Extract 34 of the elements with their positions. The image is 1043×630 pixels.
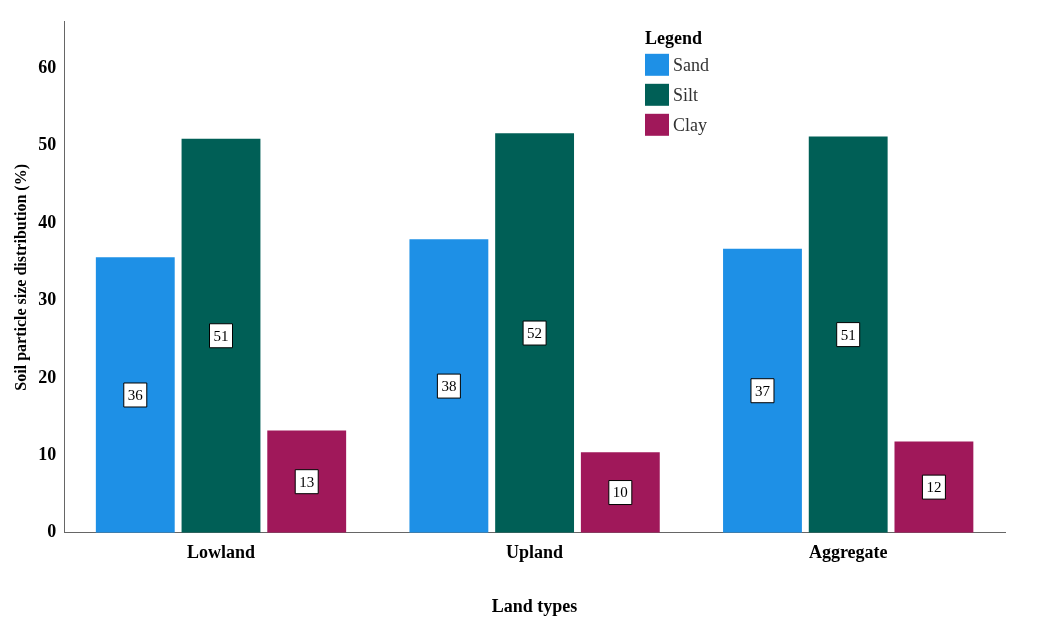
y-tick-label: 20 [38, 366, 57, 387]
y-tick-label: 50 [38, 134, 57, 155]
bar [808, 136, 888, 533]
bar [495, 133, 575, 533]
y-tick-label: 0 [47, 521, 57, 542]
data-label: 38 [441, 378, 457, 395]
x-tick-label: Upland [506, 542, 564, 563]
x-axis-title: Land types [491, 595, 578, 616]
y-axis-title: Soil particle size distribution (%) [11, 163, 30, 391]
data-label: 51 [840, 326, 856, 343]
y-tick-label: 10 [38, 444, 57, 465]
data-label: 10 [612, 484, 628, 501]
data-label: 52 [527, 324, 543, 341]
data-label: 51 [213, 327, 229, 344]
y-tick-label: 30 [38, 289, 57, 310]
bar [267, 430, 347, 533]
legend-title: Legend [645, 28, 703, 49]
x-tick-label: Aggregate [808, 542, 888, 563]
x-tick-label: Lowland [186, 542, 256, 563]
data-label: 12 [926, 479, 942, 496]
legend-label: Clay [673, 114, 707, 135]
data-label: 37 [754, 382, 771, 399]
bar [723, 248, 802, 533]
y-tick-label: 60 [38, 56, 57, 77]
bar [95, 257, 175, 533]
bar [409, 239, 489, 533]
data-label: 13 [299, 473, 315, 490]
bar [181, 138, 261, 533]
bar [580, 452, 660, 533]
data-label: 36 [127, 386, 144, 403]
bar [894, 441, 974, 533]
legend-label: Sand [673, 54, 709, 75]
legend-label: Silt [673, 84, 699, 105]
y-tick-label: 40 [38, 211, 57, 232]
